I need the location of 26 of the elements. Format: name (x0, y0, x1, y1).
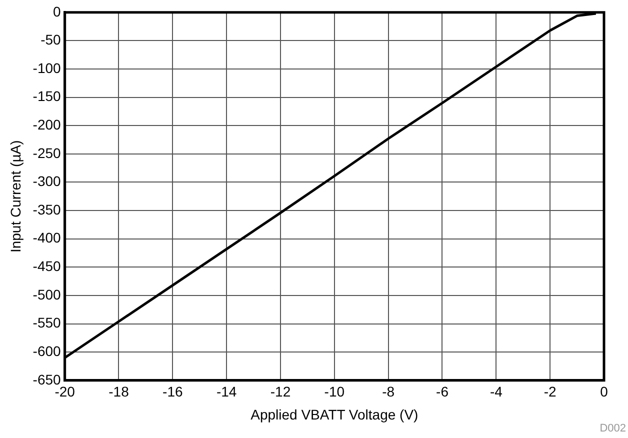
y-axis-title: Input Current (µA) (7, 140, 24, 253)
x-tick-label: -12 (270, 384, 291, 400)
x-tick-label: -14 (216, 384, 237, 400)
y-tick-label: -250 (32, 144, 62, 161)
y-tick-label: -350 (32, 201, 62, 218)
x-axis-title: Applied VBATT Voltage (V) (250, 406, 418, 422)
x-tick-label: -18 (108, 384, 130, 400)
y-tick-label: -600 (32, 342, 62, 359)
x-tick-label: -4 (490, 384, 503, 400)
y-tick-label: -300 (32, 173, 62, 190)
x-tick-label: -8 (382, 384, 395, 400)
y-tick-label: -100 (32, 60, 62, 76)
x-tick-label: -6 (436, 384, 449, 400)
y-tick-label: -500 (32, 286, 62, 302)
y-tick-label: -50 (40, 32, 62, 48)
y-tick-label: -450 (32, 258, 62, 274)
y-tick-label: -550 (32, 314, 62, 331)
y-tick-label: -200 (32, 116, 62, 132)
y-tick-label: -400 (32, 230, 62, 246)
x-tick-label: -10 (324, 384, 345, 400)
x-tick-label: -2 (544, 384, 557, 400)
y-tick-label: -150 (32, 88, 62, 104)
y-tick-label: 0 (53, 3, 62, 20)
x-tick-label: -16 (162, 384, 183, 400)
x-tick-label: 0 (600, 384, 608, 400)
text: D002 (600, 422, 626, 435)
